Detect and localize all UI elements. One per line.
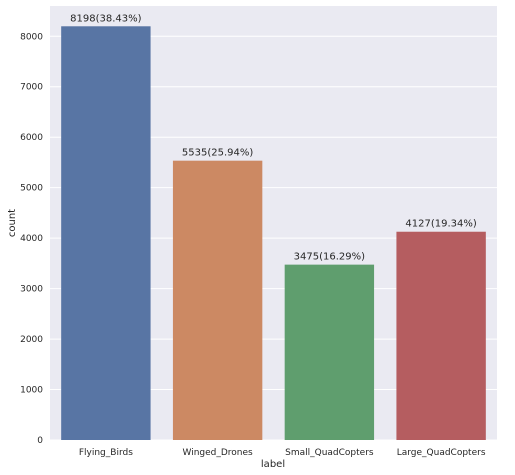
y-tick-label: 1000 — [20, 386, 43, 396]
y-tick-label: 5000 — [20, 184, 43, 194]
data-label: 3475(16.29%) — [294, 252, 365, 263]
bar-small-quadcopters — [284, 264, 375, 440]
bar-flying-birds — [61, 26, 151, 440]
x-tick-label: Winged_Drones — [183, 448, 254, 458]
y-tick-label: 2000 — [20, 335, 43, 345]
data-label: 5535(25.94%) — [182, 148, 253, 159]
data-label: 4127(19.34%) — [405, 219, 476, 230]
y-tick-label: 6000 — [20, 133, 43, 143]
y-tick-label: 8000 — [20, 32, 43, 42]
y-tick-label: 0 — [37, 436, 43, 446]
bar-large-quadcopters — [396, 231, 486, 440]
y-tick-label: 7000 — [20, 83, 43, 93]
bars — [61, 26, 486, 440]
y-tick-labels: 0 1000 2000 3000 4000 5000 6000 7000 8000 — [20, 32, 43, 446]
data-labels: 8198(38.43%) 5535(25.94%) 3475(16.29%) 4127… — [70, 13, 477, 262]
x-tick-label: Large_QuadCopters — [397, 448, 486, 458]
x-tick-label: Flying_Birds — [79, 448, 133, 458]
y-tick-label: 3000 — [20, 285, 43, 295]
bar-winged-drones — [172, 160, 263, 440]
data-label: 8198(38.43%) — [70, 13, 141, 24]
y-axis-label: count — [7, 209, 18, 237]
y-tick-label: 4000 — [20, 234, 43, 244]
x-tick-label: Small_QuadCopters — [285, 448, 374, 458]
x-axis-label: label — [261, 459, 285, 470]
x-tick-labels: Flying_Birds Winged_Drones Small_QuadCopte… — [79, 448, 486, 458]
